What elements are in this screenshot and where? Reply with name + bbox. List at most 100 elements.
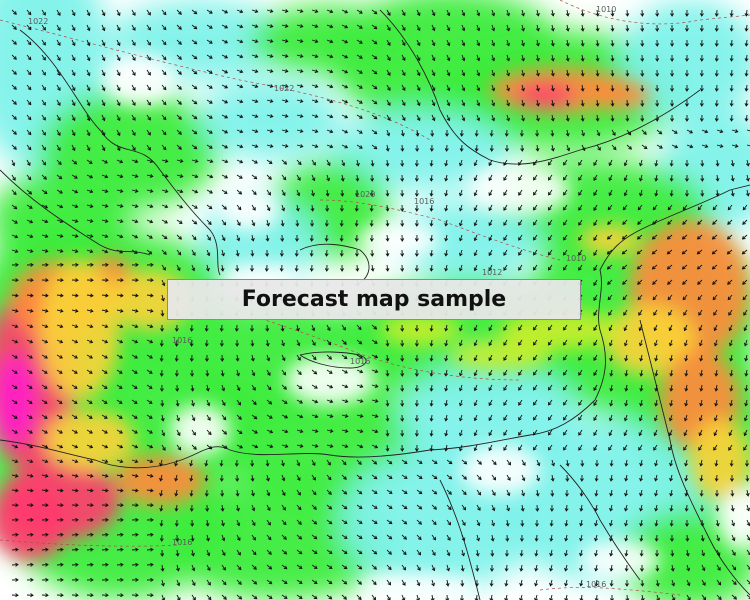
wind-arrow: [444, 399, 449, 407]
wind-arrow: [611, 129, 616, 136]
wind-arrow: [580, 24, 585, 32]
wind-arrow: [744, 369, 749, 377]
wind-arrow: [446, 99, 451, 107]
isobar-label: 1016: [586, 580, 606, 589]
wind-arrow: [41, 459, 49, 464]
wind-arrow: [116, 84, 121, 92]
wind-arrow: [371, 54, 378, 60]
wind-arrow: [731, 534, 736, 542]
wind-arrow: [101, 547, 109, 552]
wind-arrow: [622, 219, 628, 225]
wind-arrow: [400, 399, 405, 407]
wind-arrow: [116, 444, 124, 449]
wind-arrow: [280, 219, 285, 227]
wind-arrow: [446, 549, 451, 557]
wind-arrow: [414, 234, 419, 242]
wind-arrow: [565, 69, 570, 77]
wind-arrow: [459, 144, 464, 152]
wind-arrow: [727, 219, 733, 225]
wind-arrow: [458, 324, 463, 332]
wind-arrow: [116, 577, 124, 582]
wind-arrow: [684, 24, 689, 32]
wind-arrow: [371, 354, 379, 359]
wind-arrow: [458, 249, 463, 257]
wind-arrow: [159, 534, 164, 542]
wind-arrow: [326, 84, 334, 89]
wind-arrow: [697, 294, 703, 301]
wind-arrow: [281, 459, 285, 467]
wind-arrow: [414, 369, 419, 377]
wind-arrow: [250, 324, 254, 332]
wind-arrow: [564, 534, 569, 542]
wind-arrow: [281, 474, 286, 482]
wind-arrow: [714, 24, 719, 32]
wind-arrow: [400, 414, 405, 422]
wind-arrow: [26, 189, 33, 195]
wind-arrow: [41, 39, 46, 46]
wind-arrow: [296, 159, 302, 166]
wind-arrow: [655, 9, 660, 17]
wind-arrow: [236, 429, 243, 434]
wind-arrow: [668, 324, 673, 332]
wind-arrow: [71, 414, 78, 419]
wind-arrow: [176, 219, 183, 224]
wind-arrow: [266, 354, 271, 362]
wind-arrow: [296, 54, 304, 58]
wind-arrow: [326, 174, 331, 182]
wind-arrow: [580, 9, 585, 17]
wind-arrow: [683, 414, 688, 422]
wind-arrow: [429, 219, 434, 227]
wind-arrow: [176, 84, 182, 90]
wind-arrow: [146, 69, 151, 76]
wind-arrow: [371, 114, 378, 120]
wind-arrow: [41, 262, 49, 267]
wind-arrow: [281, 339, 285, 347]
wind-arrow: [446, 534, 451, 541]
wind-arrow: [520, 519, 525, 527]
wind-arrow: [609, 549, 614, 557]
wind-arrow: [548, 189, 553, 196]
wind-arrow: [131, 517, 139, 522]
wind-arrow: [473, 369, 478, 377]
wind-arrow: [251, 519, 256, 527]
wind-arrow: [550, 129, 555, 137]
wind-arrow: [699, 354, 704, 362]
wind-arrow: [745, 474, 750, 482]
wind-arrow: [71, 369, 78, 374]
wind-arrow: [371, 534, 378, 540]
wind-arrow: [701, 579, 706, 586]
wind-arrow: [461, 489, 467, 496]
wind-arrow: [206, 534, 210, 542]
wind-arrow: [714, 399, 719, 407]
wind-arrow: [236, 564, 242, 571]
wind-arrow: [279, 249, 284, 257]
wind-arrow: [431, 549, 436, 556]
wind-arrow: [476, 114, 481, 122]
wind-arrow: [56, 189, 63, 194]
wind-arrow: [266, 444, 274, 449]
wind-arrow: [548, 399, 553, 406]
wind-arrow: [521, 84, 525, 92]
wind-arrow: [251, 369, 256, 377]
wind-arrow: [699, 39, 704, 47]
wind-arrow: [666, 234, 673, 240]
wind-arrow: [131, 429, 138, 434]
wind-arrow: [236, 9, 244, 14]
wind-arrow: [26, 399, 33, 404]
wind-arrow: [669, 354, 674, 362]
wind-arrow: [161, 234, 168, 240]
wind-arrow: [579, 549, 583, 557]
wind-arrow: [221, 144, 229, 149]
wind-arrow: [386, 54, 391, 61]
wind-arrow: [624, 504, 628, 512]
wind-arrow: [683, 324, 688, 332]
wind-arrow: [371, 504, 378, 509]
wind-arrow: [548, 219, 553, 226]
wind-arrow: [326, 594, 333, 600]
wind-arrow: [86, 174, 94, 179]
wind-arrow: [41, 219, 49, 224]
wind-arrow: [296, 594, 303, 599]
wind-arrow: [266, 414, 273, 419]
wind-arrow: [668, 429, 673, 437]
wind-arrow: [608, 159, 613, 167]
